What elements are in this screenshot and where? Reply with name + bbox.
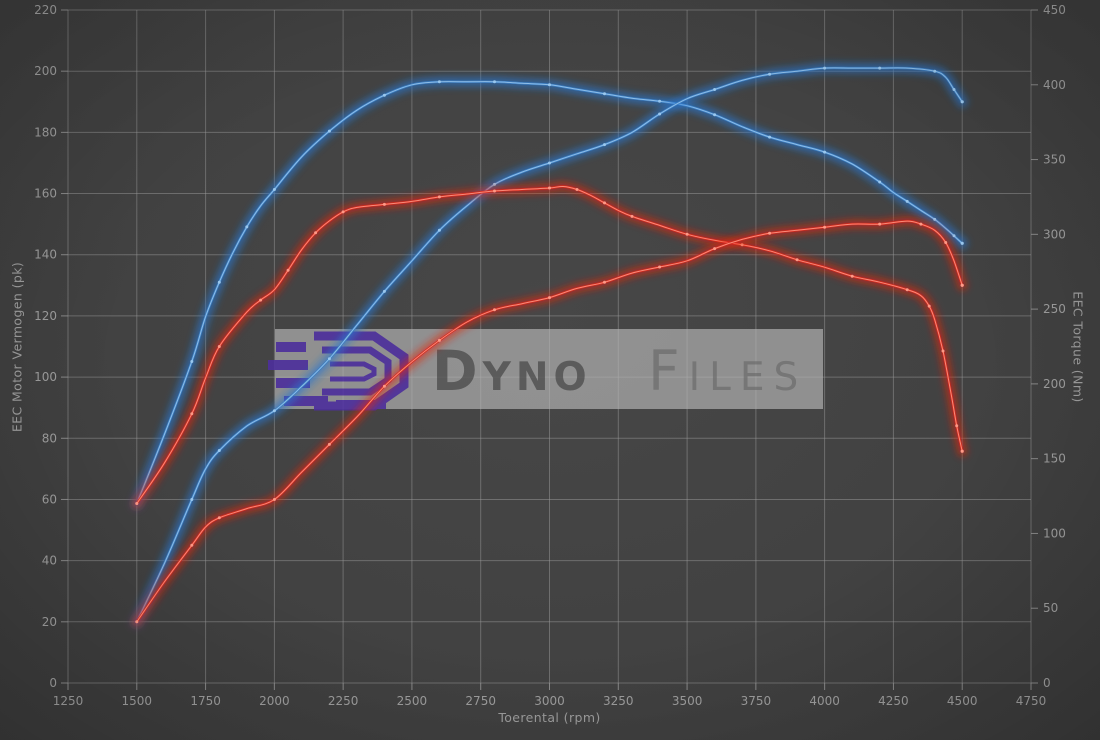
y-right-tick-label: 200: [1043, 377, 1066, 391]
curve-torque-stock: [128, 178, 971, 512]
x-tick-label: 2500: [397, 694, 428, 708]
y-right-tick-label: 350: [1043, 153, 1066, 167]
y-left-tick-label: 140: [34, 248, 57, 262]
x-tick-label: 4000: [809, 694, 840, 708]
y-left-tick-label: 200: [34, 64, 57, 78]
x-tick-label: 2750: [465, 694, 496, 708]
watermark: Dyno Files: [268, 329, 823, 411]
y-left-tick-label: 80: [42, 431, 57, 445]
y-left-tick-label: 0: [49, 676, 57, 690]
y-right-tick-label: 400: [1043, 78, 1066, 92]
x-tick-label: 4500: [947, 694, 978, 708]
watermark-brand-dyno: Dyno: [432, 339, 592, 403]
y-right-tick-label: 100: [1043, 526, 1066, 540]
y-axis-label-left: EEC Motor Vermogen (pk): [9, 261, 25, 433]
watermark-brand-files: Files: [648, 339, 807, 403]
y-right-tick-label: 0: [1043, 676, 1051, 690]
y-left-tick-label: 20: [42, 615, 57, 629]
curves-layer: [128, 59, 971, 630]
y-left-tick-label: 160: [34, 187, 57, 201]
y-left-tick-label: 180: [34, 125, 57, 139]
x-axis-label: Toerental (rpm): [498, 710, 601, 725]
x-tick-label: 3500: [672, 694, 703, 708]
y-right-tick-label: 450: [1043, 3, 1066, 17]
curve-torque-tuned: [128, 73, 971, 512]
x-tick-label: 1750: [190, 694, 221, 708]
x-tick-label: 4750: [1016, 694, 1047, 708]
y-left-tick-label: 40: [42, 554, 57, 568]
curve-power-stock: [128, 213, 971, 630]
y-axis-label-right: EEC Torque (Nm): [1070, 291, 1086, 403]
y-right-tick-label: 300: [1043, 227, 1066, 241]
tick-layer: 0 20 40 60 80 100 120 140 160 180 200 220 0 50 100 150 2…: [34, 3, 1066, 708]
curve-power-tuned: [128, 59, 971, 630]
y-right-tick-label: 50: [1043, 601, 1058, 615]
x-tick-label: 3250: [603, 694, 634, 708]
x-tick-label: 3750: [741, 694, 772, 708]
x-tick-label: 2250: [328, 694, 359, 708]
y-left-tick-label: 60: [42, 493, 57, 507]
y-right-tick-label: 150: [1043, 452, 1066, 466]
x-tick-label: 4250: [878, 694, 909, 708]
grid-layer: [67, 9, 1032, 684]
y-right-tick-label: 250: [1043, 302, 1066, 316]
x-tick-label: 3000: [534, 694, 565, 708]
y-left-tick-label: 120: [34, 309, 57, 323]
x-tick-label: 2000: [259, 694, 290, 708]
x-tick-label: 1500: [122, 694, 153, 708]
x-tick-label: 1250: [53, 694, 84, 708]
y-left-tick-label: 220: [34, 3, 57, 17]
y-left-tick-label: 100: [34, 370, 57, 384]
